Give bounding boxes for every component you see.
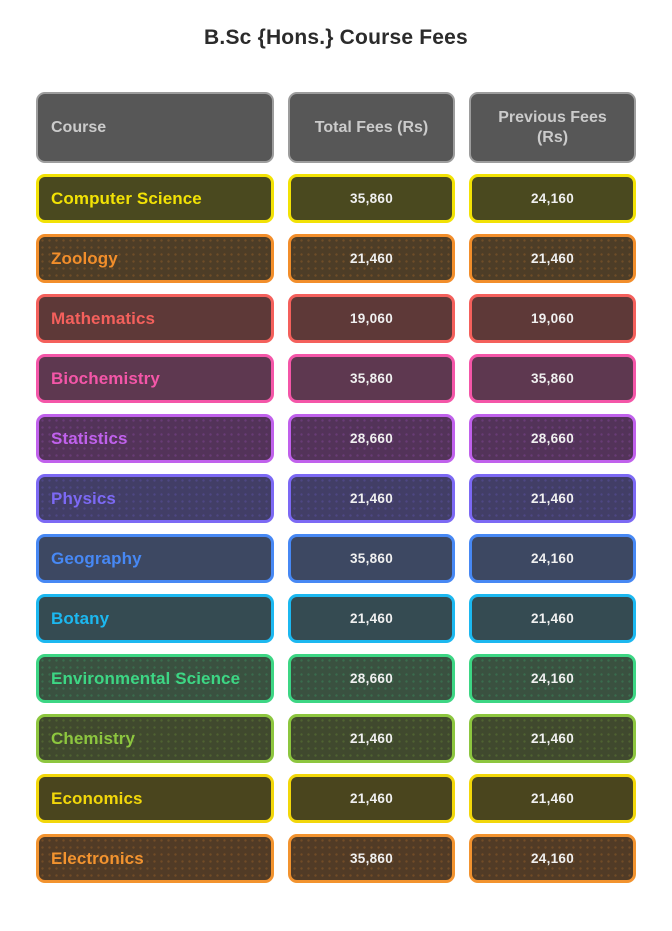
previous-fees-cell: 24,160 [469, 834, 636, 884]
course-cell: Computer Science [36, 174, 274, 224]
total-fees-cell: 35,860 [288, 834, 455, 884]
course-cell: Physics [36, 474, 274, 524]
previous-fees-cell: 19,060 [469, 294, 636, 344]
table-row: Statistics 28,660 28,660 [36, 414, 636, 464]
previous-fees-cell: 21,460 [469, 594, 636, 644]
column-header-total-fees: Total Fees (Rs) [288, 92, 455, 164]
total-fees-cell: 21,460 [288, 594, 455, 644]
table-row: Environmental Science 28,660 24,160 [36, 654, 636, 704]
course-cell: Mathematics [36, 294, 274, 344]
table-row: Physics 21,460 21,460 [36, 474, 636, 524]
total-fees-cell: 35,860 [288, 174, 455, 224]
total-fees-cell: 21,460 [288, 714, 455, 764]
table-row: Botany 21,460 21,460 [36, 594, 636, 644]
course-cell: Chemistry [36, 714, 274, 764]
course-cell: Electronics [36, 834, 274, 884]
total-fees-cell: 21,460 [288, 234, 455, 284]
course-cell: Zoology [36, 234, 274, 284]
previous-fees-cell: 21,460 [469, 774, 636, 824]
table-row: Electronics 35,860 24,160 [36, 834, 636, 884]
total-fees-cell: 35,860 [288, 354, 455, 404]
column-header-previous-fees: Previous Fees (Rs) [469, 92, 636, 164]
column-header-course: Course [36, 92, 274, 164]
total-fees-cell: 28,660 [288, 414, 455, 464]
table-row: Chemistry 21,460 21,460 [36, 714, 636, 764]
fees-table: Course Total Fees (Rs) Previous Fees (Rs… [36, 92, 636, 884]
course-cell: Environmental Science [36, 654, 274, 704]
total-fees-cell: 35,860 [288, 534, 455, 584]
course-cell: Statistics [36, 414, 274, 464]
table-header-row: Course Total Fees (Rs) Previous Fees (Rs… [36, 92, 636, 164]
table-row: Economics 21,460 21,460 [36, 774, 636, 824]
course-cell: Geography [36, 534, 274, 584]
table-row: Computer Science 35,860 24,160 [36, 174, 636, 224]
total-fees-cell: 21,460 [288, 474, 455, 524]
table-row: Zoology 21,460 21,460 [36, 234, 636, 284]
previous-fees-cell: 35,860 [469, 354, 636, 404]
course-cell: Economics [36, 774, 274, 824]
total-fees-cell: 28,660 [288, 654, 455, 704]
table-body: Computer Science 35,860 24,160 Zoology 21,46… [36, 174, 636, 884]
total-fees-cell: 21,460 [288, 774, 455, 824]
previous-fees-cell: 24,160 [469, 654, 636, 704]
total-fees-cell: 19,060 [288, 294, 455, 344]
previous-fees-cell: 21,460 [469, 474, 636, 524]
previous-fees-cell: 21,460 [469, 234, 636, 284]
previous-fees-cell: 24,160 [469, 534, 636, 584]
page-title: B.Sc {Hons.} Course Fees [204, 26, 468, 49]
previous-fees-cell: 21,460 [469, 714, 636, 764]
table-row: Biochemistry 35,860 35,860 [36, 354, 636, 404]
previous-fees-cell: 28,660 [469, 414, 636, 464]
previous-fees-cell: 24,160 [469, 174, 636, 224]
table-row: Mathematics 19,060 19,060 [36, 294, 636, 344]
table-row: Geography 35,860 24,160 [36, 534, 636, 584]
course-cell: Botany [36, 594, 274, 644]
course-cell: Biochemistry [36, 354, 274, 404]
